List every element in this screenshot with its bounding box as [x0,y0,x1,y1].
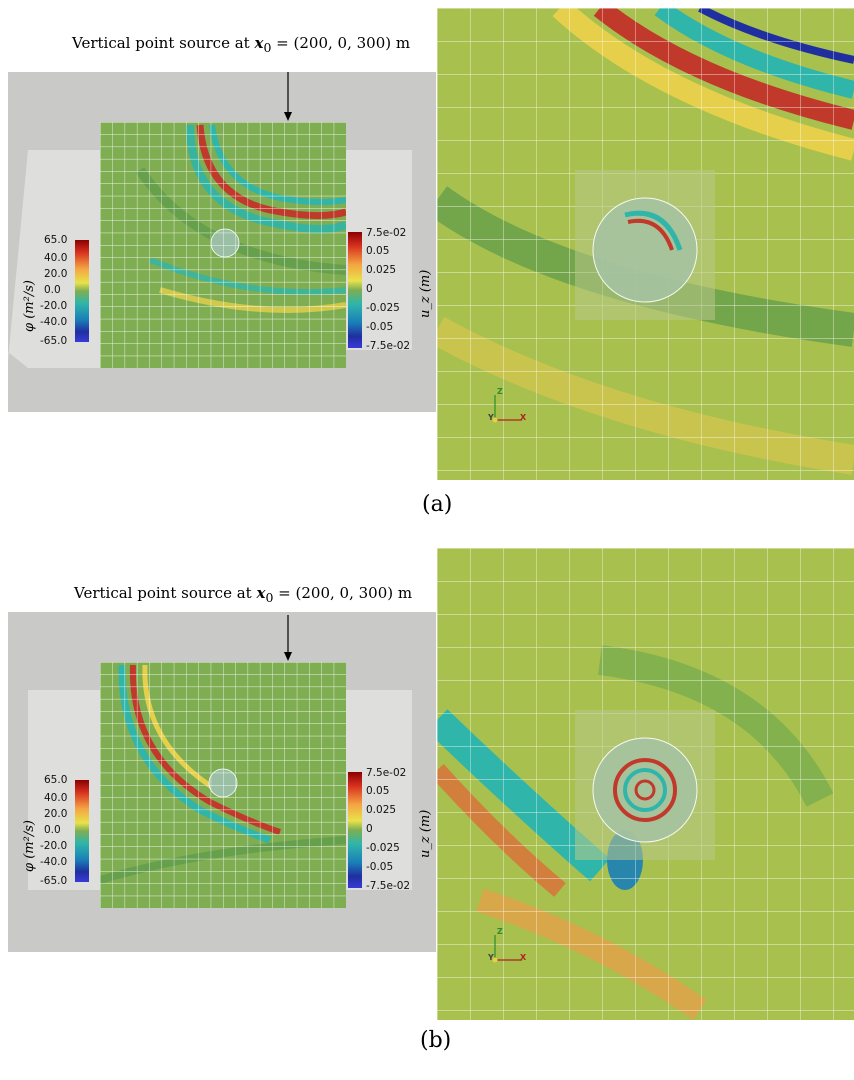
source-caption: Vertical point source at x0 = (200, 0, 3… [72,34,411,55]
phi-field-a [100,122,346,368]
phi-colorbar [75,780,89,882]
figure-panel-b: Vertical point source at x0 = (200, 0, 3… [0,540,854,1080]
uz-colorbar-title: u_z (m) [418,809,433,858]
subfigure-label-a: (a) [422,492,453,517]
uz-colorbar [348,232,362,348]
phi-field-b [100,662,346,908]
uz-field-a [437,8,854,480]
figure-panel-a: Vertical point source at x0 = (200, 0, 3… [8,8,854,517]
uz-colorbar [348,772,362,888]
panel-a-graphics [8,8,854,480]
phi-colorbar-title: φ (m²/s) [22,280,37,332]
source-caption: Vertical point source at x0 = (200, 0, 3… [74,584,413,605]
uz-field-b [437,548,854,1020]
panel-b-graphics [8,548,854,1020]
phi-colorbar [75,240,89,342]
subfigure-label-b: (b) [420,1028,452,1053]
phi-colorbar-title: φ (m²/s) [22,820,37,872]
uz-colorbar-title: u_z (m) [418,269,433,318]
